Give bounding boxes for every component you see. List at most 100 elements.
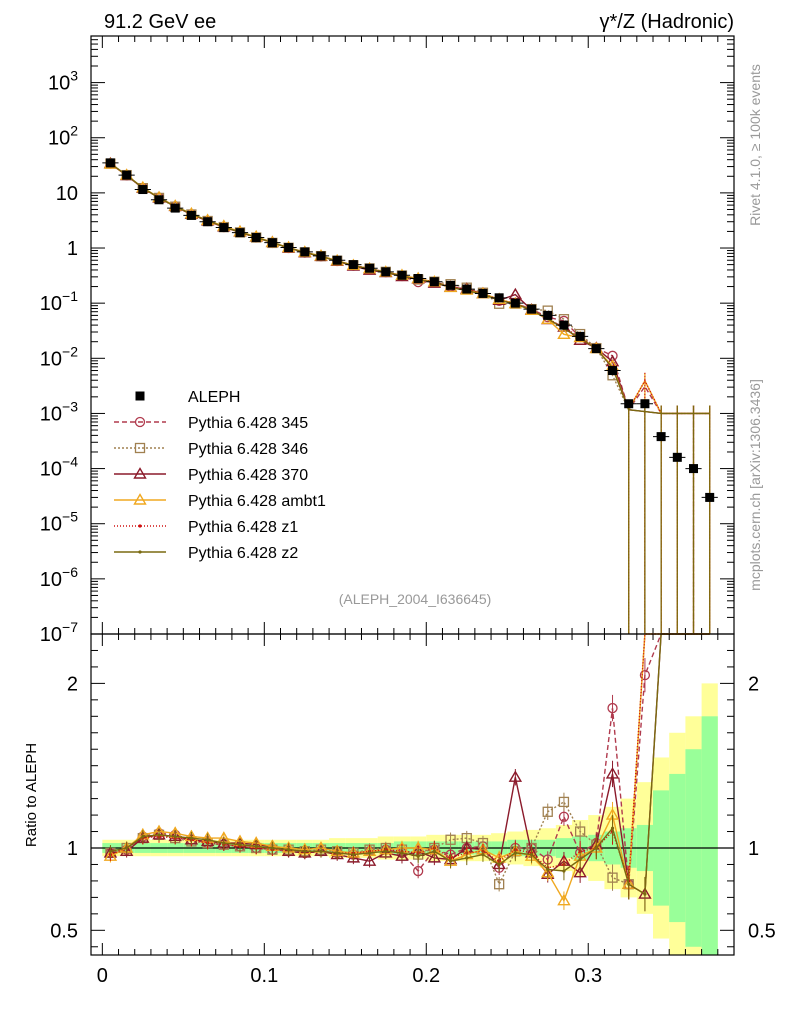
ratio-axes: 0 0.1 0.2 0.3 0.5 0.5 1 1 2 2 xyxy=(50,633,776,987)
data-point-4 xyxy=(170,203,180,213)
ratio-point-p370-29 xyxy=(573,865,587,878)
data-point-31 xyxy=(608,366,618,376)
ratio-point-z2-27 xyxy=(546,867,550,872)
ratio-point-p345-31 xyxy=(607,702,618,714)
ratio-point-z2-13 xyxy=(319,849,323,853)
legend-label-p370: Pythia 6.428 370 xyxy=(188,467,308,484)
ratio-point-z2-3 xyxy=(157,833,161,837)
ratio-point-z2-17 xyxy=(384,849,388,853)
main-y-tick-label-8: 10−5 xyxy=(40,509,78,536)
main-y-tick-label-3: 1 xyxy=(67,238,78,260)
ratio-point-z2-28 xyxy=(562,869,566,873)
data-point-18 xyxy=(397,270,407,280)
ratio-frame xyxy=(90,633,735,956)
main-y-tick-label-1: 102 xyxy=(48,123,78,150)
data-point-15 xyxy=(348,260,358,270)
ratio-point-z2-32 xyxy=(627,882,631,886)
ratio-point-z2-11 xyxy=(286,848,291,852)
ratio-point-ambt1-28 xyxy=(557,893,571,906)
legend-marker-ambt1 xyxy=(133,493,147,505)
main-y-tick-label-0: 103 xyxy=(48,68,78,95)
data-point-5 xyxy=(186,210,196,220)
legend-label-data: ALEPH xyxy=(188,389,240,406)
ratio-y-tick-label-left-1: 1 xyxy=(67,838,78,860)
legend-marker-p370 xyxy=(133,467,147,479)
legend-marker-z1 xyxy=(138,524,142,528)
data-point-9 xyxy=(251,233,261,243)
ratio-point-p345-28 xyxy=(558,811,570,822)
ratio-point-z2-5 xyxy=(189,836,194,840)
legend-marker-p346 xyxy=(134,442,146,454)
legend-label-z1: Pythia 6.428 z1 xyxy=(188,519,298,536)
main-point-ambt1-28 xyxy=(557,327,571,340)
x-tick-label-2: 0.2 xyxy=(412,965,440,987)
legend-marker-z2 xyxy=(138,550,142,554)
ratio-point-z2-2 xyxy=(141,834,145,839)
ratio-point-p346-31 xyxy=(607,872,618,883)
ratio-y-tick-label-left-2: 2 xyxy=(67,673,78,695)
main-y-tick-label-5: 10−2 xyxy=(40,343,78,370)
side-label-mcplots: mcplots.cern.ch [arXiv:1306.3436] xyxy=(747,379,763,591)
data-point-22 xyxy=(462,284,472,294)
ratio-point-z2-4 xyxy=(173,834,177,839)
main-y-tick-label-9: 10−6 xyxy=(40,564,78,591)
ratio-point-z2-14 xyxy=(335,851,339,855)
data-point-20 xyxy=(429,277,439,287)
data-point-8 xyxy=(235,228,245,238)
ratio-point-z2-21 xyxy=(448,859,453,863)
data-point-35 xyxy=(672,452,682,462)
header-left: 91.2 GeV ee xyxy=(104,11,216,33)
data-point-7 xyxy=(219,223,229,233)
main-series-layer xyxy=(102,156,718,634)
ratio-line-z2 xyxy=(110,633,710,896)
ratio-point-p370-1 xyxy=(119,844,134,856)
data-point-11 xyxy=(284,243,294,253)
data-point-30 xyxy=(591,344,601,354)
legend-label-z2: Pythia 6.428 z2 xyxy=(188,545,298,562)
data-point-0 xyxy=(105,158,115,168)
data-point-3 xyxy=(154,195,164,205)
data-point-36 xyxy=(689,464,699,474)
ratio-point-p346-27 xyxy=(542,806,553,817)
data-point-28 xyxy=(559,320,569,330)
ratio-point-p346-21 xyxy=(445,834,456,845)
ratio-point-p370-20 xyxy=(427,850,442,863)
main-y-tick-label-6: 10−3 xyxy=(40,398,78,425)
ratio-point-z2-9 xyxy=(254,844,258,848)
data-point-23 xyxy=(478,288,488,298)
ratio-line-p346 xyxy=(110,633,710,886)
ratio-point-z2-31 xyxy=(610,826,615,830)
data-point-33 xyxy=(640,399,650,409)
band-green-37 xyxy=(701,716,718,955)
ratio-point-z2-7 xyxy=(222,841,226,845)
data-point-27 xyxy=(543,310,553,320)
ratio-point-p346-29 xyxy=(574,826,586,837)
ratio-point-p370-25 xyxy=(508,770,523,782)
ratio-point-z2-19 xyxy=(416,854,420,858)
ratio-point-z2-26 xyxy=(529,852,534,857)
main-y-tick-label-2: 10 xyxy=(56,183,78,205)
ratio-point-z2-15 xyxy=(351,852,355,857)
ratio-point-z2-29 xyxy=(578,857,582,862)
data-point-2 xyxy=(138,185,148,195)
legend-marker-p345 xyxy=(134,416,146,428)
ratio-point-z2-10 xyxy=(270,846,275,850)
ratio-point-z2-22 xyxy=(465,856,469,860)
legend-label-p346: Pythia 6.428 346 xyxy=(188,441,308,458)
data-point-10 xyxy=(267,238,277,248)
main-y-tick-label-4: 10−1 xyxy=(40,288,78,315)
ratio-point-z2-1 xyxy=(125,846,129,850)
ratio-point-p345-33 xyxy=(639,670,651,681)
data-point-26 xyxy=(527,304,537,314)
data-point-29 xyxy=(575,331,585,341)
data-point-24 xyxy=(494,293,504,303)
legend: ALEPH Pythia 6.428 345 Pythia 6.428 346 Pyt… xyxy=(114,389,326,562)
ratio-point-z2-23 xyxy=(481,852,485,857)
data-point-12 xyxy=(300,247,310,257)
ratio-point-z2-30 xyxy=(594,846,598,850)
ratio-y-axis-label: Ratio to ALEPH xyxy=(23,743,40,847)
analysis-id: (ALEPH_2004_I636645) xyxy=(339,591,492,607)
x-tick-label-3: 0.3 xyxy=(574,965,602,987)
main-y-tick-label-10: 10−7 xyxy=(40,619,78,646)
ratio-point-z2-24 xyxy=(497,862,501,867)
